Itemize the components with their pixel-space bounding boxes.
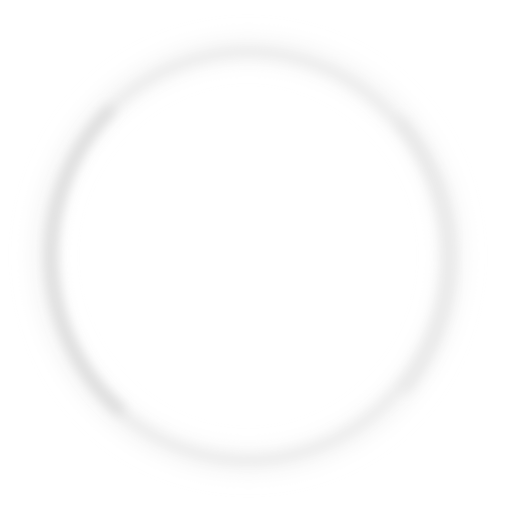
ring-left-shadow-arc	[51, 110, 120, 410]
